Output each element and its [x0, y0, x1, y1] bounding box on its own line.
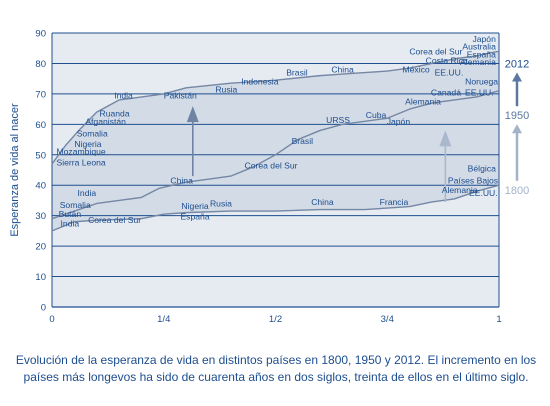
year-arrow-1800-1950-head: [512, 124, 522, 134]
y-tick-label: 90: [35, 29, 46, 40]
y-tick-label: 50: [35, 150, 46, 161]
y-tick-label: 20: [35, 242, 46, 253]
x-tick-label: 1/2: [269, 314, 282, 325]
year-label-2012: 2012: [505, 58, 529, 70]
growth-arrow-head-2: [439, 130, 452, 147]
country-label: Alemania: [442, 185, 478, 195]
country-label: Cuba: [366, 110, 387, 120]
y-axis-label: Esperanza de vida al nacer: [9, 103, 21, 237]
country-label: India: [61, 218, 80, 228]
country-label: Brasil: [292, 136, 314, 146]
country-label: Bélgica: [468, 163, 496, 173]
x-tick-label: 1: [496, 314, 501, 325]
series-line-2012: [51, 50, 500, 165]
country-label: Alemania: [460, 57, 496, 67]
y-tick-label: 70: [35, 89, 46, 100]
country-label: Rusia: [210, 198, 232, 208]
series-line-1800: [51, 184, 500, 232]
growth-arrow-head-1: [186, 106, 199, 123]
y-tick-label: 30: [35, 211, 46, 222]
country-label: Pakistán: [164, 90, 197, 100]
country-label: Japón: [472, 34, 496, 44]
year-label-1800: 1800: [505, 185, 529, 197]
caption-line-2: países más longevos ha sido de cuarenta …: [23, 370, 529, 384]
country-label: China: [331, 65, 354, 75]
year-arrow-1950-2012-head: [512, 72, 522, 82]
x-tick-label: 0: [49, 314, 54, 325]
year-label-1950: 1950: [505, 110, 529, 122]
x-tick-label: 1/4: [157, 314, 170, 325]
country-label: Indonesia: [241, 77, 278, 87]
country-label: Brasil: [286, 68, 308, 78]
country-label: EE.UU.: [435, 68, 464, 78]
y-tick-label: 0: [41, 303, 46, 314]
y-tick-label: 80: [35, 59, 46, 70]
country-label: Nigeria: [181, 201, 208, 211]
country-label: URSS: [326, 115, 350, 125]
country-label: India: [114, 90, 133, 100]
country-label: Corea del Sur: [245, 160, 298, 170]
country-label: Francia: [380, 197, 409, 207]
country-label: Somalia: [77, 128, 108, 138]
y-tick-label: 60: [35, 120, 46, 131]
country-label: Rusia: [215, 84, 237, 94]
country-label: Afganistán: [85, 116, 126, 126]
country-label: Bután: [59, 209, 82, 219]
country-label: EE.UU.: [465, 87, 494, 97]
figure-caption: Evolución de la esperanza de vida en dis…: [10, 352, 542, 386]
country-label: Sierra Leona: [56, 157, 105, 167]
life-expectancy-band: [52, 51, 499, 231]
country-label: Países Bajos: [448, 176, 498, 186]
country-label: China: [170, 176, 193, 186]
country-label: Japón: [387, 116, 411, 126]
country-label: Mozambique: [56, 147, 105, 157]
country-label: México: [402, 65, 429, 75]
country-label: Corea del Sur: [409, 46, 462, 56]
country-label: España: [467, 49, 496, 59]
country-label: Somalia: [60, 200, 91, 210]
country-label: Noruega: [465, 77, 498, 87]
series-line-1950: [51, 90, 500, 220]
country-label: Alemania: [405, 97, 441, 107]
country-label: India: [78, 188, 97, 198]
country-label: Nigeria: [74, 139, 101, 149]
country-label: China: [311, 197, 334, 207]
country-label: Australia: [462, 42, 496, 52]
country-label: Ruanda: [100, 109, 130, 119]
country-label: Canadá: [431, 87, 461, 97]
y-tick-label: 10: [35, 272, 46, 283]
y-tick-label: 40: [35, 181, 46, 192]
caption-line-1: Evolución de la esperanza de vida en dis…: [15, 353, 537, 367]
country-label: EE.UU.: [469, 188, 498, 198]
country-label: España: [180, 211, 209, 221]
country-label: Costa Rica: [426, 55, 468, 65]
country-label: Corea del Sur: [88, 215, 141, 225]
x-tick-label: 3/4: [381, 314, 394, 325]
